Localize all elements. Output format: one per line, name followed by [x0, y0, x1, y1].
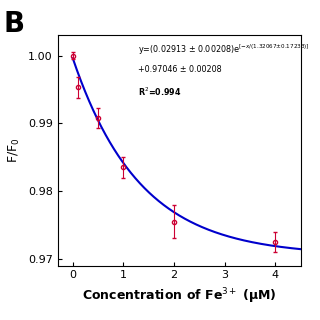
- Text: y=(0.02913 ± 0.00208)e$^{[-x/(1.32067 ± 0.17233)]}$: y=(0.02913 ± 0.00208)e$^{[-x/(1.32067 ± …: [138, 42, 310, 57]
- Text: R$^2$=0.994: R$^2$=0.994: [138, 86, 181, 98]
- Text: B: B: [3, 10, 24, 38]
- X-axis label: Concentration of Fe$^{3+}$ (μM): Concentration of Fe$^{3+}$ (μM): [82, 286, 276, 306]
- Y-axis label: F/F$_0$: F/F$_0$: [7, 138, 22, 163]
- Text: +0.97046 ± 0.00208: +0.97046 ± 0.00208: [138, 65, 221, 74]
